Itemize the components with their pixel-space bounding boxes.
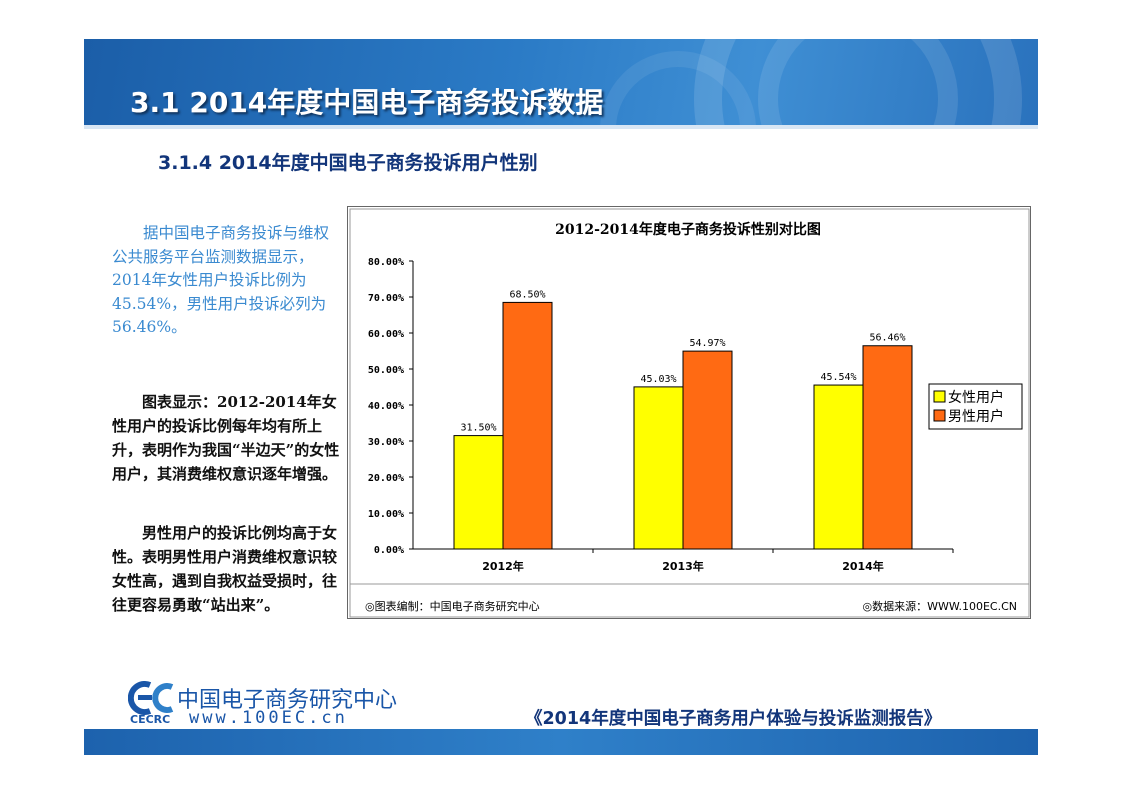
- legend-swatch: [933, 409, 946, 422]
- bar: [682, 350, 733, 550]
- y-tick-label: 50.00%: [368, 365, 404, 376]
- chart-canvas: 2012-2014年度电子商务投诉性别对比图 ◎图表编制：中国电子商务研究中心 …: [349, 208, 1030, 618]
- y-tick-label: 10.00%: [368, 509, 404, 520]
- chart-credit-left: ◎图表编制：中国电子商务研究中心: [365, 599, 540, 613]
- bar-data-label: 31.50%: [460, 423, 496, 434]
- y-tick-label: 70.00%: [368, 293, 404, 304]
- x-tick-label: 2013年: [662, 559, 704, 573]
- gender-complaint-chart: 2012-2014年度电子商务投诉性别对比图 ◎图表编制：中国电子商务研究中心 …: [347, 206, 1031, 619]
- section-header-bar: 3.1 2014年度中国电子商务投诉数据: [84, 39, 1038, 125]
- footer-org-name: 中国电子商务研究中心: [177, 688, 398, 713]
- male-note-paragraph: 男性用户的投诉比例均高于女性。表明男性用户消费维权意识较女性高，遇到自我权益受损…: [112, 524, 338, 614]
- y-tick-label: 30.00%: [368, 437, 404, 448]
- summary-paragraph: 据中国电子商务投诉与维权公共服务平台监测数据显示，2014年女性用户投诉比例为4…: [112, 224, 330, 336]
- bar-data-label: 54.97%: [689, 338, 725, 349]
- legend-label: 女性用户: [948, 389, 1004, 406]
- legend-label: 男性用户: [948, 408, 1004, 425]
- legend-swatch: [933, 390, 946, 403]
- bar-data-label: 45.54%: [820, 372, 856, 383]
- bar: [813, 384, 864, 550]
- header-divider: [84, 125, 1038, 129]
- bar-data-label: 45.03%: [640, 374, 676, 385]
- bar: [862, 345, 913, 550]
- y-tick-label: 60.00%: [368, 329, 404, 340]
- y-tick-label: 20.00%: [368, 473, 404, 484]
- x-tick-label: 2014年: [842, 559, 884, 573]
- section-title: 3.1 2014年度中国电子商务投诉数据: [130, 86, 604, 119]
- chart-note-paragraph: 图表显示：2012-2014年女性用户的投诉比例每年均有所上升，表明作为我国“半…: [112, 393, 340, 483]
- footer-org-abbr: CECRC: [130, 713, 171, 726]
- bar: [502, 301, 553, 550]
- footer-report-title: 《2014年度中国电子商务用户体验与投诉监测报告》: [525, 709, 942, 729]
- bar: [453, 435, 504, 550]
- y-tick-label: 40.00%: [368, 401, 404, 412]
- cecrc-logo-icon: [128, 681, 174, 715]
- subsection-title: 3.1.4 2014年度中国电子商务投诉用户性别: [158, 152, 538, 174]
- bar-data-label: 56.46%: [869, 333, 905, 344]
- plot-area: 0.00% 10.00% 20.00% 30.00% 40.00% 50.00% 60.00…: [368, 257, 954, 573]
- bar: [633, 386, 684, 550]
- bar-data-label: 68.50%: [509, 289, 545, 300]
- chart-title: 2012-2014年度电子商务投诉性别对比图: [555, 221, 821, 238]
- decorative-swirl-icon: [600, 39, 1022, 125]
- footer-website: www.100EC.cn: [189, 708, 348, 728]
- x-tick-label: 2012年: [482, 559, 524, 573]
- chart-credit-right: ◎数据来源：WWW.100EC.CN: [863, 599, 1018, 613]
- footer-bar: [84, 729, 1038, 755]
- y-tick-label: 80.00%: [368, 257, 404, 268]
- y-tick-label: 0.00%: [374, 545, 404, 556]
